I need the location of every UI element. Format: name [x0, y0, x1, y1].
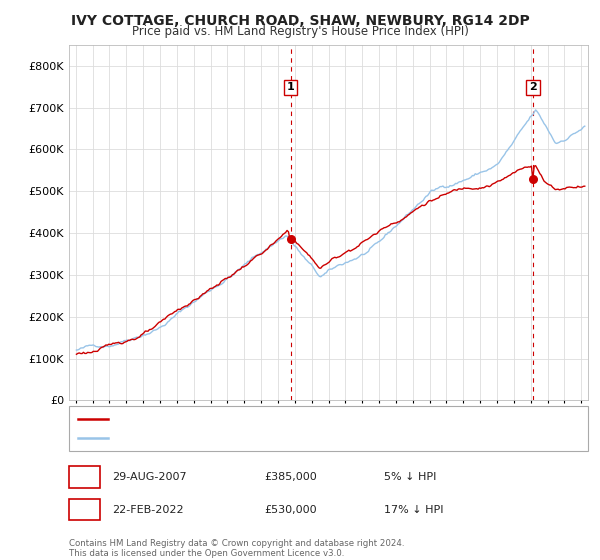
- Text: 29-AUG-2007: 29-AUG-2007: [112, 472, 187, 482]
- Text: 2: 2: [529, 82, 537, 92]
- Text: 1: 1: [81, 472, 88, 482]
- Text: £530,000: £530,000: [264, 505, 317, 515]
- Text: £385,000: £385,000: [264, 472, 317, 482]
- Text: 1: 1: [287, 82, 295, 92]
- Text: Contains HM Land Registry data © Crown copyright and database right 2024.
This d: Contains HM Land Registry data © Crown c…: [69, 539, 404, 558]
- Point: [286, 235, 295, 244]
- Text: IVY COTTAGE, CHURCH ROAD, SHAW, NEWBURY, RG14 2DP (detached house): IVY COTTAGE, CHURCH ROAD, SHAW, NEWBURY,…: [114, 413, 517, 423]
- Text: 2: 2: [81, 505, 88, 515]
- Text: 5% ↓ HPI: 5% ↓ HPI: [384, 472, 436, 482]
- Text: Price paid vs. HM Land Registry's House Price Index (HPI): Price paid vs. HM Land Registry's House …: [131, 25, 469, 38]
- Text: IVY COTTAGE, CHURCH ROAD, SHAW, NEWBURY, RG14 2DP: IVY COTTAGE, CHURCH ROAD, SHAW, NEWBURY,…: [71, 14, 529, 28]
- Text: 17% ↓ HPI: 17% ↓ HPI: [384, 505, 443, 515]
- Text: 22-FEB-2022: 22-FEB-2022: [112, 505, 184, 515]
- Point: [528, 174, 538, 183]
- Text: HPI: Average price, detached house, West Berkshire: HPI: Average price, detached house, West…: [114, 433, 385, 444]
